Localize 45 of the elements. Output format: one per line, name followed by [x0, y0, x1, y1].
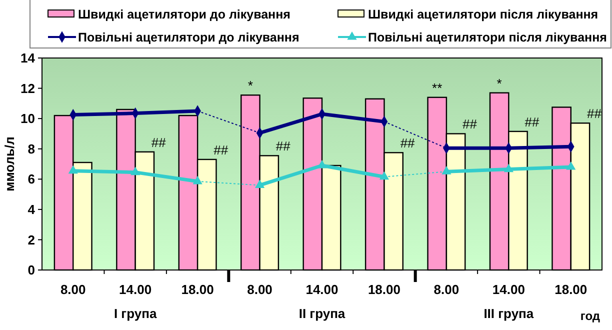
point: [504, 164, 514, 172]
point: [68, 165, 78, 174]
data-label: ##: [151, 134, 167, 150]
data-label: ##: [214, 142, 229, 158]
data-label: ##: [400, 136, 416, 151]
point: [317, 160, 327, 168]
y-tick-label: 10: [20, 111, 35, 126]
legend-label: Швидкі ацетилятори після лікування: [368, 7, 598, 22]
y-tick-label: 4: [28, 202, 36, 217]
legend-label: Повільні ацетилятори після лікування: [368, 30, 607, 44]
data-label: ##: [586, 106, 602, 122]
y-tick-label: 0: [28, 262, 35, 278]
legend-label: Швидкі ацетилятори до лікування: [78, 7, 290, 22]
x-tick-label: 18.00: [554, 282, 588, 297]
point: [566, 161, 576, 170]
x-tick-label: 14.00: [306, 282, 338, 297]
x-tick-label: 18.00: [181, 282, 214, 297]
x-tick-label: 8.00: [434, 282, 460, 297]
text: I група: [114, 306, 158, 321]
y-tick-label: 14: [20, 50, 36, 66]
y-tick-label: 8: [28, 141, 35, 156]
x-tick-label: 14.00: [119, 282, 152, 297]
y-tick-label: 12: [20, 80, 35, 96]
x-tick-label: 8.00: [247, 282, 272, 297]
text: III група: [484, 306, 534, 321]
data-label: *: [248, 78, 253, 94]
data-label: ##: [276, 138, 292, 154]
x-tick-label: 14.00: [492, 282, 525, 297]
data-label: *: [496, 76, 502, 91]
legend-label: Повільні ацетилятори до лікування: [78, 30, 300, 44]
x-tick-label: 18.00: [368, 282, 400, 297]
y-axis-title: ммоль/л: [2, 136, 17, 192]
data-label: **: [432, 80, 442, 96]
point: [130, 166, 140, 176]
y-tick-label: 6: [28, 172, 35, 187]
text: год: [580, 309, 600, 323]
y-tick-label: 2: [28, 232, 35, 248]
text: II група: [298, 306, 346, 321]
point: [192, 176, 202, 184]
data-label: ##: [462, 116, 478, 132]
point: [379, 171, 390, 180]
data-label: ##: [524, 114, 540, 130]
x-tick-label: 8.00: [60, 282, 86, 297]
point: [254, 180, 265, 188]
point: [442, 166, 452, 174]
